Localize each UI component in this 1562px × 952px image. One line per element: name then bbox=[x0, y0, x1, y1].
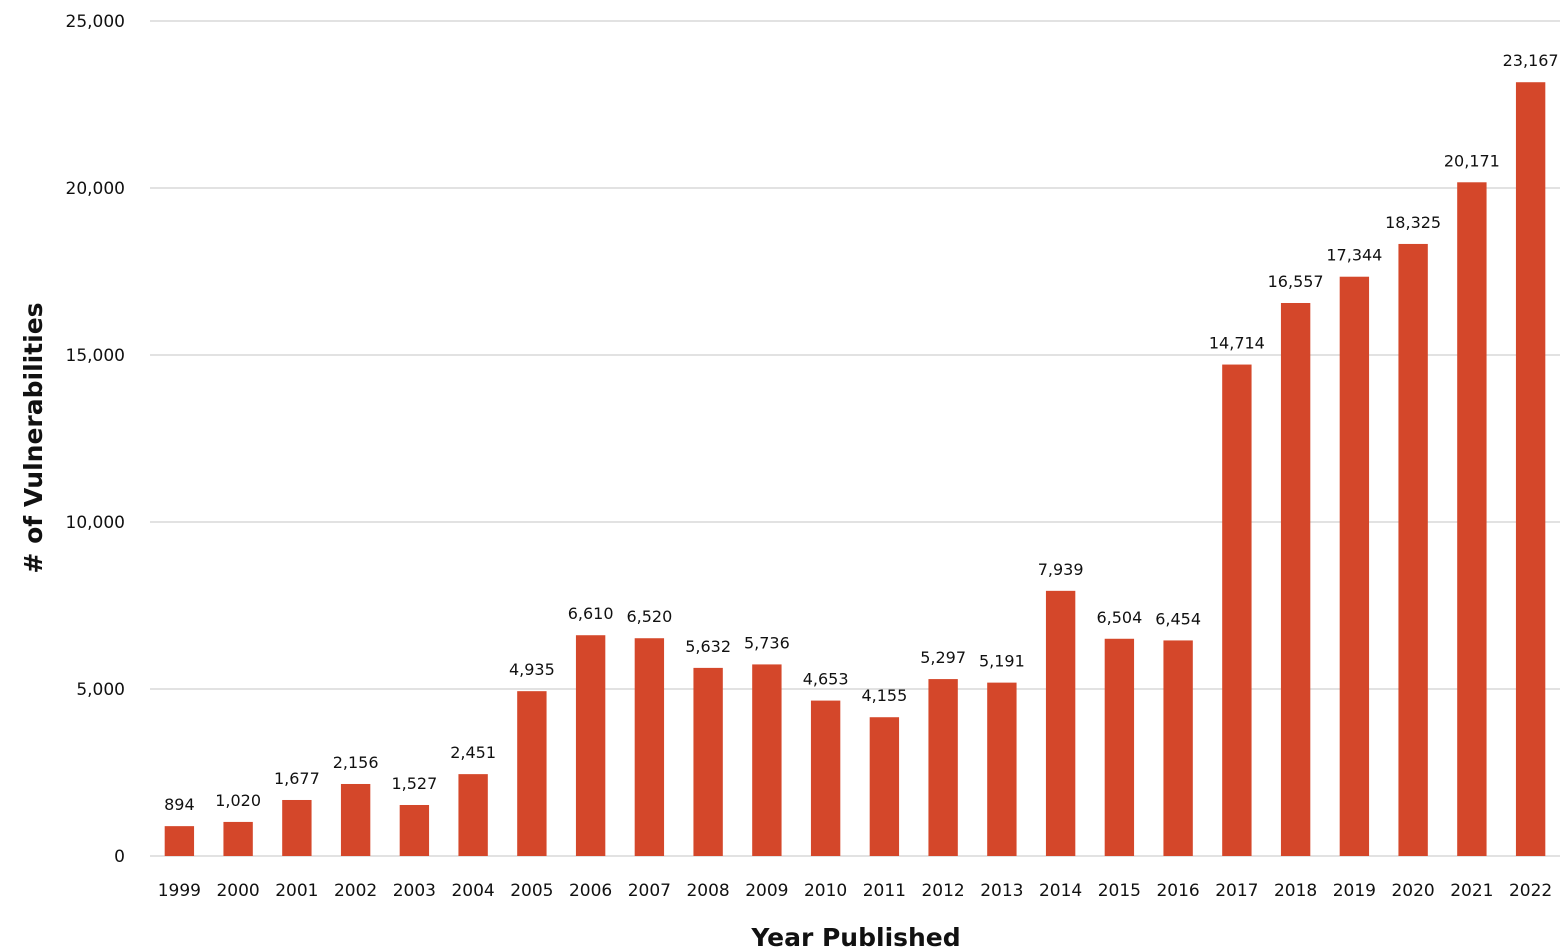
data-label: 7,939 bbox=[1038, 560, 1084, 579]
x-tick-label: 2019 bbox=[1333, 881, 1376, 901]
bar bbox=[1280, 302, 1311, 856]
bar bbox=[1222, 364, 1252, 856]
bar bbox=[1398, 243, 1428, 856]
bar bbox=[458, 774, 488, 856]
x-tick-label: 2006 bbox=[569, 881, 612, 901]
x-tick-label: 2016 bbox=[1156, 881, 1199, 901]
data-label: 1,677 bbox=[274, 769, 320, 788]
data-label: 5,632 bbox=[685, 637, 731, 656]
x-tick-label: 2009 bbox=[745, 881, 788, 901]
x-tick-label: 2003 bbox=[393, 881, 436, 901]
y-tick-label: 10,000 bbox=[66, 513, 125, 533]
x-axis-title: Year Published bbox=[750, 923, 960, 952]
bars bbox=[164, 82, 1546, 857]
data-label: 17,344 bbox=[1326, 246, 1382, 265]
data-label: 4,155 bbox=[861, 686, 907, 705]
x-tick-label: 2017 bbox=[1215, 881, 1258, 901]
bar bbox=[810, 700, 841, 856]
data-label: 23,167 bbox=[1503, 51, 1559, 70]
x-tick-label: 2007 bbox=[628, 881, 671, 901]
bar bbox=[1339, 276, 1370, 856]
x-tick-label: 2005 bbox=[510, 881, 553, 901]
bar bbox=[223, 821, 253, 856]
x-tick-label: 2018 bbox=[1274, 881, 1317, 901]
data-label: 6,520 bbox=[626, 607, 672, 626]
x-tick-label: 2008 bbox=[686, 881, 729, 901]
data-label: 6,454 bbox=[1155, 609, 1201, 628]
data-label: 14,714 bbox=[1209, 334, 1265, 353]
y-tick-label: 25,000 bbox=[66, 12, 125, 32]
x-tick-label: 2011 bbox=[863, 881, 906, 901]
bar bbox=[1104, 638, 1135, 856]
data-label: 1,527 bbox=[391, 774, 437, 793]
x-tick-label: 2015 bbox=[1098, 881, 1141, 901]
bar bbox=[1457, 182, 1487, 857]
bar bbox=[517, 691, 547, 856]
x-tick-label: 2021 bbox=[1450, 881, 1493, 901]
x-tick-label: 2022 bbox=[1509, 881, 1552, 901]
bar bbox=[634, 638, 665, 856]
y-axis-title: # of Vulnerabilities bbox=[19, 302, 48, 573]
bar bbox=[282, 799, 312, 856]
data-label: 4,653 bbox=[803, 670, 849, 689]
bar bbox=[1045, 590, 1076, 856]
data-label: 5,736 bbox=[744, 633, 790, 652]
x-tick-label: 2002 bbox=[334, 881, 377, 901]
data-label: 2,156 bbox=[333, 753, 379, 772]
y-axis-ticks: 0 5,000 10,000 15,000 20,000 25,000 bbox=[66, 12, 125, 867]
bar bbox=[693, 667, 723, 856]
data-label: 2,451 bbox=[450, 743, 496, 762]
bar bbox=[164, 826, 195, 856]
x-tick-label: 1999 bbox=[158, 881, 201, 901]
bar bbox=[399, 804, 430, 856]
bar bbox=[928, 679, 958, 856]
data-label: 1,020 bbox=[215, 791, 261, 810]
x-tick-label: 2012 bbox=[921, 881, 964, 901]
data-label: 5,191 bbox=[979, 652, 1025, 671]
bar bbox=[575, 635, 606, 856]
data-label: 6,504 bbox=[1096, 608, 1142, 627]
bar bbox=[340, 783, 371, 856]
x-tick-label: 2001 bbox=[275, 881, 318, 901]
data-label: 894 bbox=[164, 795, 195, 814]
x-tick-label: 2014 bbox=[1039, 881, 1082, 901]
x-tick-label: 2000 bbox=[216, 881, 259, 901]
data-label: 4,935 bbox=[509, 660, 555, 679]
x-tick-label: 2004 bbox=[451, 881, 494, 901]
bar bbox=[987, 682, 1017, 856]
bar bbox=[1163, 640, 1193, 856]
bar bbox=[1515, 82, 1546, 857]
x-tick-label: 2010 bbox=[804, 881, 847, 901]
y-tick-label: 0 bbox=[114, 847, 125, 867]
y-tick-label: 5,000 bbox=[76, 680, 125, 700]
data-label: 5,297 bbox=[920, 648, 966, 667]
gridlines bbox=[150, 20, 1560, 857]
bar bbox=[752, 664, 782, 856]
y-tick-label: 20,000 bbox=[66, 179, 125, 199]
bar bbox=[869, 717, 900, 856]
x-tick-label: 2020 bbox=[1391, 881, 1434, 901]
data-label: 20,171 bbox=[1444, 151, 1500, 170]
x-axis-ticks: 1999 2000 2001 2002 2003 2004 2005 2006 2007 2008… bbox=[158, 881, 1553, 901]
data-label: 16,557 bbox=[1268, 272, 1324, 291]
data-label: 6,610 bbox=[568, 604, 614, 623]
y-tick-label: 15,000 bbox=[66, 346, 125, 366]
data-labels: 894 1,020 1,677 2,156 1,527 2,451 4,935 6,610 6,… bbox=[164, 51, 1559, 814]
x-tick-label: 2013 bbox=[980, 881, 1023, 901]
data-label: 18,325 bbox=[1385, 213, 1441, 232]
